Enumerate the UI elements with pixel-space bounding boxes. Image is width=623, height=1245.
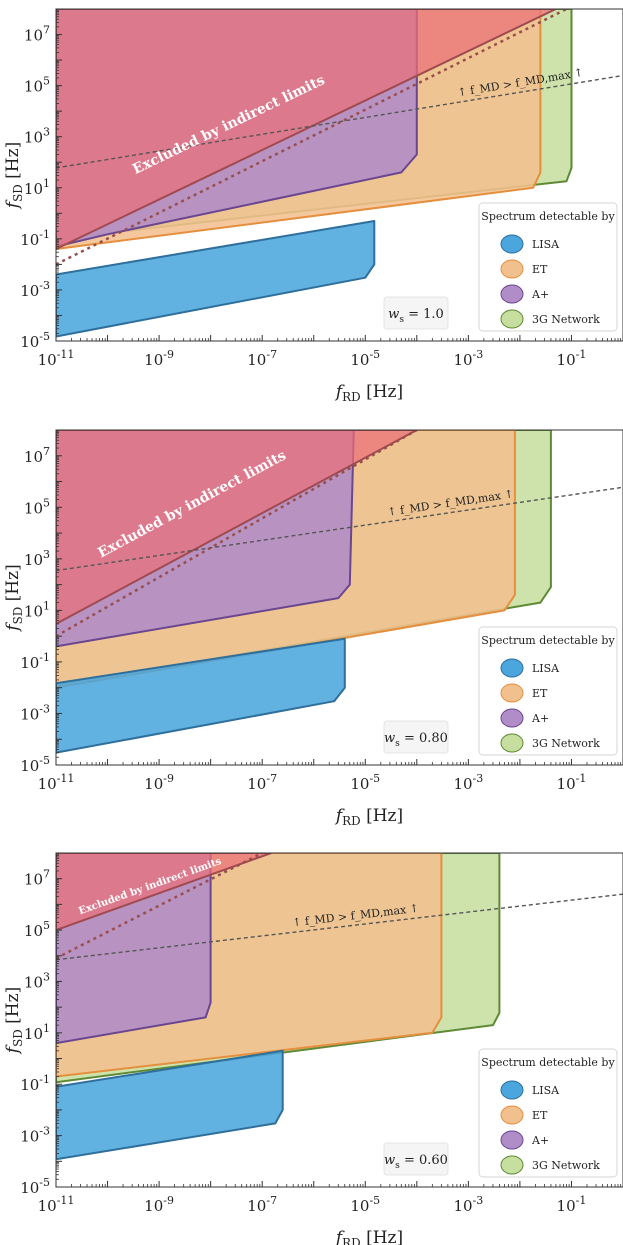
legend-swatch <box>500 1080 524 1100</box>
x-tick-label: 10-5 <box>350 1194 380 1215</box>
x-axis-label: fRD [Hz] <box>334 1228 403 1245</box>
legend-swatch <box>500 259 524 279</box>
x-tick-label: 10-5 <box>350 772 380 793</box>
region-lisa <box>56 637 346 754</box>
x-tick-label: 10-7 <box>247 1194 277 1215</box>
legend-title: Spectrum detectable by <box>481 210 615 223</box>
y-tick-label: 10-1 <box>20 651 50 672</box>
x-tick-label: 10-3 <box>453 772 483 793</box>
x-tick-label: 10-7 <box>247 772 277 793</box>
y-tick-label: 107 <box>24 24 50 45</box>
y-tick-label: 10-3 <box>20 279 50 300</box>
legend-entry: LISA <box>532 238 560 251</box>
plot-area <box>56 9 623 338</box>
axes-frame <box>55 429 623 766</box>
chart-panel-2: Excluded by indirect limits ↑ f_MD > f_MD… <box>3 429 623 828</box>
legend: Spectrum detectable by LISA ET A+ 3G Network <box>478 202 618 332</box>
legend-entry: 3G Network <box>532 737 600 750</box>
x-tick-label: 10-1 <box>557 772 587 793</box>
legend-entry: ET <box>532 263 548 276</box>
y-tick-label: 101 <box>24 177 50 198</box>
x-axis-label: fRD [Hz] <box>334 806 403 828</box>
region-lisa <box>56 1049 284 1161</box>
x-tick-label: 10-1 <box>557 348 587 369</box>
x-tick-label: 10-9 <box>144 1194 174 1215</box>
y-axis-label: fSD [Hz] <box>3 987 25 1055</box>
legend-entry: LISA <box>532 662 560 675</box>
legend: Spectrum detectable by LISA ET A+ 3G Network <box>478 626 618 756</box>
ws-box <box>383 720 449 754</box>
y-tick-label: 101 <box>24 1022 50 1043</box>
y-tick-label: 10-5 <box>20 330 50 351</box>
x-tick-label: 10-11 <box>38 772 75 793</box>
legend: Spectrum detectable by LISA ET A+ 3G Network <box>478 1048 618 1178</box>
x-axis-label: fRD [Hz] <box>334 382 403 404</box>
legend-entry: A+ <box>531 288 549 301</box>
x-tick-label: 10-3 <box>453 1194 483 1215</box>
y-tick-label: 10-1 <box>20 228 50 249</box>
y-tick-label: 10-5 <box>20 754 50 775</box>
legend-swatch <box>500 708 524 728</box>
legend-entry: 3G Network <box>532 1159 600 1172</box>
legend-entry: A+ <box>531 1134 549 1147</box>
region-excluded <box>56 9 557 251</box>
ws-box <box>383 296 449 330</box>
chart-panel-3: Excluded by indirect limits ↑ f_MD > f_MD… <box>3 852 623 1245</box>
legend-swatch <box>500 1155 524 1175</box>
axes-frame <box>55 852 623 1188</box>
axes-frame <box>55 8 623 342</box>
y-tick-label: 107 <box>24 445 50 466</box>
region-excluded <box>56 853 272 932</box>
y-tick-label: 107 <box>24 868 50 889</box>
x-tick-label: 10-7 <box>247 348 277 369</box>
legend-entry: 3G Network <box>532 313 600 326</box>
x-tick-label: 10-11 <box>38 1194 75 1215</box>
legend-entry: ET <box>532 1109 548 1122</box>
y-tick-label: 105 <box>24 919 50 940</box>
ws-label: ws = 1.0 <box>388 307 444 325</box>
chart-panel-1: Excluded by indirect limits ↑ f_MD > f_MD… <box>3 8 623 404</box>
x-tick-label: 10-3 <box>453 348 483 369</box>
y-axis-label: fSD [Hz] <box>3 142 25 210</box>
legend-entry: A+ <box>531 712 549 725</box>
legend-swatch <box>500 733 524 753</box>
y-tick-label: 10-5 <box>20 1176 50 1197</box>
x-tick-label: 10-9 <box>144 772 174 793</box>
legend-swatch <box>500 309 524 329</box>
ws-box <box>383 1142 449 1176</box>
y-axis-label: fSD [Hz] <box>3 564 25 632</box>
y-tick-label: 103 <box>24 126 50 147</box>
y-tick-label: 10-3 <box>20 702 50 723</box>
x-tick-label: 10-9 <box>144 348 174 369</box>
x-tick-label: 10-5 <box>350 348 380 369</box>
plot-area <box>56 853 623 1161</box>
x-tick-label: 10-1 <box>557 1194 587 1215</box>
fmd-boundary-line <box>56 486 623 572</box>
ws-label: ws = 0.60 <box>384 1153 448 1171</box>
ws-label: ws = 0.80 <box>384 731 448 749</box>
legend-swatch <box>500 658 524 678</box>
legend-entry: LISA <box>532 1084 560 1097</box>
legend-title: Spectrum detectable by <box>481 634 615 647</box>
x-tick-label: 10-11 <box>38 348 75 369</box>
y-tick-label: 105 <box>24 496 50 517</box>
legend-swatch <box>500 683 524 703</box>
legend-swatch <box>500 284 524 304</box>
region-lisa <box>56 220 376 338</box>
legend-swatch <box>500 1105 524 1125</box>
legend-entry: ET <box>532 687 548 700</box>
y-tick-label: 103 <box>24 548 50 569</box>
y-tick-label: 10-1 <box>20 1073 50 1094</box>
y-tick-label: 105 <box>24 75 50 96</box>
y-tick-label: 103 <box>24 970 50 991</box>
legend-title: Spectrum detectable by <box>481 1056 615 1069</box>
legend-swatch <box>500 1130 524 1150</box>
y-tick-label: 10-3 <box>20 1125 50 1146</box>
legend-swatch <box>500 234 524 254</box>
plot-area <box>56 430 623 754</box>
region-excluded <box>56 430 418 626</box>
y-tick-label: 101 <box>24 599 50 620</box>
